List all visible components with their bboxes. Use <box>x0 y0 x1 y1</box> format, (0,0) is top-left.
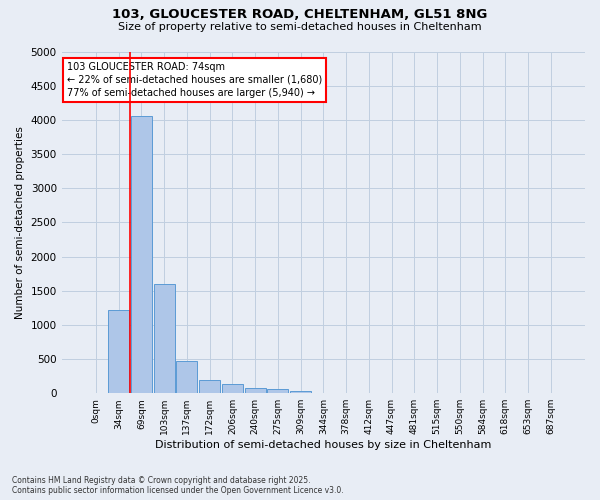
Text: Size of property relative to semi-detached houses in Cheltenham: Size of property relative to semi-detach… <box>118 22 482 32</box>
Bar <box>245 388 266 393</box>
Bar <box>154 284 175 393</box>
Text: Contains HM Land Registry data © Crown copyright and database right 2025.
Contai: Contains HM Land Registry data © Crown c… <box>12 476 344 495</box>
Bar <box>199 380 220 393</box>
Text: 103 GLOUCESTER ROAD: 74sqm
← 22% of semi-detached houses are smaller (1,680)
77%: 103 GLOUCESTER ROAD: 74sqm ← 22% of semi… <box>67 62 322 98</box>
Bar <box>290 391 311 393</box>
Bar <box>176 361 197 393</box>
Bar <box>313 392 334 393</box>
Text: 103, GLOUCESTER ROAD, CHELTENHAM, GL51 8NG: 103, GLOUCESTER ROAD, CHELTENHAM, GL51 8… <box>112 8 488 20</box>
Bar <box>131 116 152 393</box>
Bar <box>108 310 129 393</box>
Bar <box>85 392 106 393</box>
Y-axis label: Number of semi-detached properties: Number of semi-detached properties <box>15 126 25 319</box>
X-axis label: Distribution of semi-detached houses by size in Cheltenham: Distribution of semi-detached houses by … <box>155 440 491 450</box>
Bar <box>222 384 243 393</box>
Bar <box>268 390 289 393</box>
